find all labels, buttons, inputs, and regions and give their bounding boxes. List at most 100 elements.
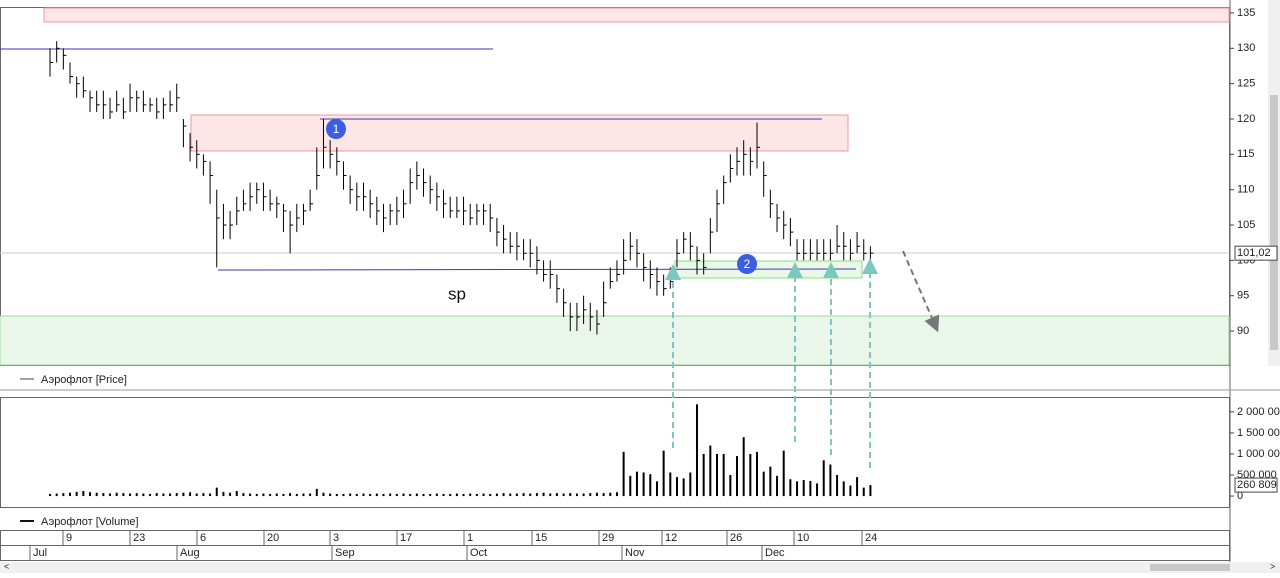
volume-bar bbox=[109, 493, 112, 497]
marker-label: 1 bbox=[333, 122, 340, 136]
volume-bar bbox=[822, 460, 825, 497]
y-tick-label: 0 bbox=[1237, 490, 1243, 502]
note: sp bbox=[448, 284, 466, 303]
volume-bar bbox=[262, 493, 265, 497]
h-scrollbar[interactable] bbox=[0, 562, 1280, 573]
volume-bar bbox=[389, 493, 392, 497]
volume-bar bbox=[836, 475, 839, 497]
volume-bar bbox=[322, 492, 325, 497]
volume-bar bbox=[575, 493, 578, 497]
volume-bar bbox=[129, 493, 132, 497]
h-scrollbar-thumb[interactable] bbox=[1150, 564, 1230, 571]
day-label: 3 bbox=[333, 532, 339, 544]
volume-bar bbox=[589, 493, 592, 497]
legend-entry: Аэрофлот [Price] bbox=[41, 374, 127, 386]
y-tick-label: 95 bbox=[1237, 290, 1249, 302]
month-label: Nov bbox=[625, 547, 645, 559]
support-zone bbox=[0, 315, 1230, 366]
y-tick-label: 130 bbox=[1237, 42, 1255, 54]
volume-bar bbox=[415, 493, 418, 497]
volume-bar bbox=[235, 491, 238, 497]
day-label: 26 bbox=[730, 532, 742, 544]
volume-bar bbox=[869, 485, 872, 497]
volume-bar bbox=[782, 450, 785, 497]
scrollbar-thumb[interactable] bbox=[1270, 95, 1278, 350]
volume-bar bbox=[849, 485, 852, 497]
y-tick-label: 135 bbox=[1237, 7, 1255, 19]
volume-bar bbox=[222, 491, 225, 497]
volume-bar bbox=[362, 493, 365, 497]
volume-bar bbox=[282, 493, 285, 497]
volume-bar bbox=[329, 493, 332, 497]
volume-bar bbox=[302, 493, 305, 497]
y-tick-label: 1 000 000 bbox=[1237, 448, 1280, 460]
day-label: 20 bbox=[267, 532, 279, 544]
volume-bar bbox=[709, 445, 712, 497]
last-value-box bbox=[1234, 245, 1278, 261]
volume-bar bbox=[756, 451, 759, 497]
day-label: 29 bbox=[602, 532, 614, 544]
month-label: Aug bbox=[180, 547, 200, 559]
volume-bar bbox=[449, 493, 452, 497]
volume-bar bbox=[82, 491, 85, 497]
volume-bar bbox=[462, 493, 465, 497]
scroll-left[interactable]: < bbox=[4, 561, 9, 571]
volume-bar bbox=[455, 493, 458, 497]
volume-bar bbox=[315, 488, 318, 497]
volume-bar bbox=[122, 493, 125, 497]
volume-bar bbox=[482, 493, 485, 497]
volume-bar bbox=[729, 475, 732, 497]
volume-bar bbox=[595, 492, 598, 497]
volume-bar bbox=[816, 483, 819, 497]
volume-bar bbox=[275, 493, 278, 497]
marker-circle bbox=[326, 119, 346, 139]
volume-bar bbox=[309, 493, 312, 497]
volume-bar bbox=[469, 493, 472, 497]
volume-bar bbox=[602, 493, 605, 497]
volume-bar bbox=[862, 487, 865, 497]
volume-bar bbox=[829, 464, 832, 497]
volume-bar bbox=[189, 492, 192, 497]
day-label: 15 bbox=[535, 532, 547, 544]
volume-bar bbox=[135, 493, 138, 497]
volume-bar bbox=[269, 493, 272, 497]
day-label: 1 bbox=[467, 532, 473, 544]
volume-bar bbox=[629, 475, 632, 497]
y-tick-label: 115 bbox=[1237, 148, 1255, 160]
volume-bar bbox=[89, 492, 92, 497]
volume-bar bbox=[102, 493, 105, 497]
volume-bar bbox=[762, 471, 765, 497]
last-value-box bbox=[1234, 477, 1278, 493]
volume-bar bbox=[642, 472, 645, 497]
volume-bar bbox=[442, 493, 445, 497]
volume-bar bbox=[175, 493, 178, 497]
volume-bar bbox=[395, 493, 398, 497]
scroll-right[interactable]: > bbox=[1270, 561, 1275, 571]
volume-bar bbox=[662, 450, 665, 497]
volume-bar bbox=[69, 492, 72, 497]
volume-bar bbox=[475, 493, 478, 497]
volume-bar bbox=[149, 493, 152, 497]
volume-bar bbox=[375, 493, 378, 497]
volume-bar bbox=[95, 492, 98, 497]
volume-bar bbox=[736, 456, 739, 497]
volume-bar bbox=[796, 481, 799, 497]
y-tick-label: 90 bbox=[1237, 325, 1249, 337]
y-tick-label: 125 bbox=[1237, 78, 1255, 90]
day-label: 24 bbox=[865, 532, 877, 544]
y-tick-label: 120 bbox=[1237, 113, 1255, 125]
volume-bar bbox=[409, 493, 412, 497]
volume-bar bbox=[789, 479, 792, 497]
forecast-arrow bbox=[902, 250, 940, 333]
volume-bar bbox=[742, 437, 745, 497]
y-tick-label: 1 500 000 bbox=[1237, 427, 1280, 439]
volume-bar bbox=[215, 487, 218, 497]
resistance-zone-top bbox=[43, 7, 1230, 23]
volume-bar bbox=[202, 493, 205, 497]
day-label: 9 bbox=[66, 532, 72, 544]
volume-bar bbox=[429, 493, 432, 497]
volume-bar bbox=[49, 493, 51, 497]
marker-circle bbox=[737, 254, 757, 274]
volume-bar bbox=[669, 472, 672, 497]
volume-bar bbox=[615, 492, 618, 497]
